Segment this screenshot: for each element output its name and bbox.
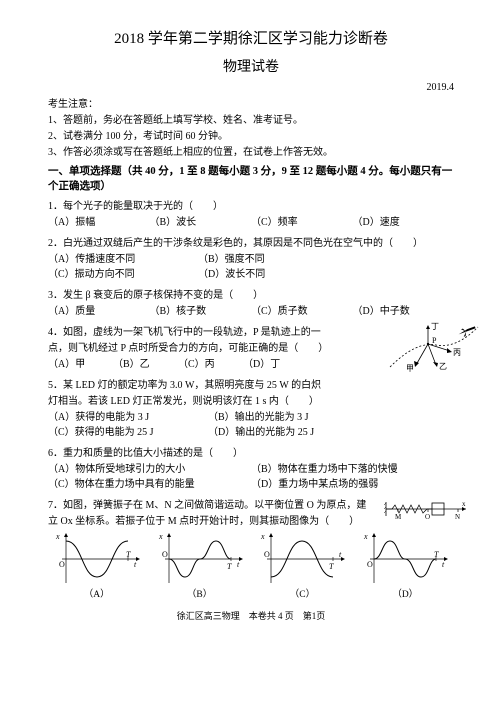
notice-heading: 考生注意： <box>48 97 454 112</box>
q7-wave-c: x O t T （C） <box>254 531 351 602</box>
svg-text:T: T <box>126 550 131 559</box>
q7-opt-d: （D） <box>357 588 454 602</box>
q4-label-ding: 丁 <box>431 322 439 331</box>
notice-line-2: 2、试卷满分 100 分，考试时间 60 分钟。 <box>48 129 454 144</box>
q4-opt-d: （D）丁 <box>243 357 308 372</box>
question-4: 4．如图，虚线为一架飞机飞行中的一段轨迹，P 是轨迹上的一 点，则飞机经过 P … <box>48 325 454 372</box>
svg-text:x: x <box>158 532 163 541</box>
svg-text:O: O <box>59 560 65 569</box>
page-subtitle: 物理试卷 <box>48 57 454 78</box>
svg-text:x: x <box>260 532 265 541</box>
q5-opt-a: （A）获得的电能为 3 J <box>48 410 208 425</box>
page-footer: 徐汇区高三物理 本卷共 4 页 第1页 <box>48 610 454 624</box>
svg-text:x: x <box>363 532 368 541</box>
q2-opt-d: （D）波长不同 <box>198 267 348 282</box>
question-2: 2．白光通过双缝后产生的干涉条纹是彩色的，其原因是不同色光在空气中的（ ） （A… <box>48 236 454 282</box>
q4-label-jia: 甲 <box>406 364 414 373</box>
question-3: 3．发生 β 衰变后的原子核保持不变的是（ ） （A）质量 （B）核子数 （C）… <box>48 288 454 319</box>
q2-opt-c: （C）振动方向不同 <box>48 267 198 282</box>
q4-options: （A）甲 （B）乙 （C）丙 （D）丁 <box>48 357 308 372</box>
q2-stem: 2．白光通过双缝后产生的干涉条纹是彩色的，其原因是不同色光在空气中的（ ） <box>48 236 454 251</box>
q3-opt-c: （C）质子数 <box>251 304 353 319</box>
q4-opt-a: （A）甲 <box>48 357 113 372</box>
q1-options: （A）振幅 （B）波长 （C）频率 （D）速度 <box>48 215 454 230</box>
q7-wave-row: x O t T （A） x O t <box>48 531 454 602</box>
question-5: 5．某 LED 灯的额定功率为 3.0 W，其照明亮度与 25 W 的白炽 灯相… <box>48 378 454 440</box>
svg-text:t: t <box>237 560 240 569</box>
q4-svg: P 丁 丙 乙 甲 <box>386 321 484 375</box>
q6-opt-c: （C）物体在重力场中具有的能量 <box>48 477 251 492</box>
q4-opt-b: （B）乙 <box>113 357 178 372</box>
q1-stem: 1．每个光子的能量取决于光的（ ） <box>48 199 454 214</box>
q4-label-yi: 乙 <box>439 362 447 371</box>
question-6: 6．重力和质量的比值大小描述的是（ ） （A）物体所受地球引力的大小 （B）物体… <box>48 446 454 492</box>
svg-text:T: T <box>227 562 232 571</box>
q5-options: （A）获得的电能为 3 J （B）输出的光能为 3 J （C）获得的电能为 25… <box>48 410 368 440</box>
q2-opt-b: （B）强度不同 <box>198 252 348 267</box>
notice-line-3: 3、作答必须涂或写在答题纸上相应的位置，在试卷上作答无效。 <box>48 145 454 160</box>
q7-label-o: O <box>425 513 430 520</box>
section-1-heading: 一、单项选择题（共 40 分，1 至 8 题每小题 3 分，9 至 12 题每小… <box>48 164 454 196</box>
q7-wave-d: x O t T （D） <box>357 531 454 602</box>
page-title: 2018 学年第二学期徐汇区学习能力诊断卷 <box>48 28 454 51</box>
svg-text:t: t <box>442 560 445 569</box>
q6-opt-b: （B）物体在重力场中下落的快慢 <box>251 462 454 477</box>
q7-opt-a: （A） <box>48 588 145 602</box>
q1-opt-a: （A）振幅 <box>48 215 150 230</box>
q6-opt-a: （A）物体所受地球引力的大小 <box>48 462 251 477</box>
q5-stem-2: 灯相当。若该 LED 灯正常发光，则说明该灯在 1 s 内（ ） <box>48 394 454 409</box>
q5-opt-d: （D）输出的光能为 25 J <box>208 425 368 440</box>
svg-text:O: O <box>367 560 373 569</box>
q7-svg: M O N x <box>384 498 468 520</box>
q3-options: （A）质量 （B）核子数 （C）质子数 （D）中子数 <box>48 304 454 319</box>
svg-text:T: T <box>329 562 334 571</box>
q7-label-x: x <box>462 500 466 508</box>
q2-options: （A）传播速度不同 （B）强度不同 （C）振动方向不同 （D）波长不同 <box>48 252 348 282</box>
q4-label-bing: 丙 <box>453 348 461 357</box>
notice-line-1: 1、答题前，务必在答题纸上填写学校、姓名、准考证号。 <box>48 113 454 128</box>
q7-opt-b: （B） <box>151 588 248 602</box>
svg-text:T: T <box>434 550 439 559</box>
page-date: 2019.4 <box>48 80 454 95</box>
q6-options: （A）物体所受地球引力的大小 （B）物体在重力场中下落的快慢 （C）物体在重力场… <box>48 462 454 492</box>
q7-label-n: N <box>455 513 460 520</box>
q1-opt-b: （B）波长 <box>150 215 252 230</box>
q4-opt-c: （C）丙 <box>178 357 243 372</box>
q7-wave-b: x O t T （B） <box>151 531 248 602</box>
q3-opt-a: （A）质量 <box>48 304 150 319</box>
notice-block: 考生注意： 1、答题前，务必在答题纸上填写学校、姓名、准考证号。 2、试卷满分 … <box>48 97 454 160</box>
question-7: 7．如图，弹簧振子在 M、N 之间做简谐运动。以平衡位置 O 为原点，建 立 O… <box>48 498 454 602</box>
q3-opt-b: （B）核子数 <box>150 304 252 319</box>
svg-text:t: t <box>134 560 137 569</box>
q5-opt-b: （B）输出的光能为 3 J <box>208 410 368 425</box>
q5-stem-1: 5．某 LED 灯的额定功率为 3.0 W，其照明亮度与 25 W 的白炽 <box>48 378 454 393</box>
question-1: 1．每个光子的能量取决于光的（ ） （A）振幅 （B）波长 （C）频率 （D）速… <box>48 199 454 230</box>
svg-text:O: O <box>264 550 270 559</box>
q1-opt-d: （D）速度 <box>353 215 455 230</box>
q4-label-p: P <box>432 336 437 345</box>
q2-opt-a: （A）传播速度不同 <box>48 252 198 267</box>
q7-label-m: M <box>395 513 402 520</box>
q7-wave-a: x O t T （A） <box>48 531 145 602</box>
q1-opt-c: （C）频率 <box>251 215 353 230</box>
q3-opt-d: （D）中子数 <box>353 304 455 319</box>
q7-opt-c: （C） <box>254 588 351 602</box>
q4-figure: P 丁 丙 乙 甲 <box>386 321 484 375</box>
q3-stem: 3．发生 β 衰变后的原子核保持不变的是（ ） <box>48 288 454 303</box>
q7-stem-1: 7．如图，弹簧振子在 M、N 之间做简谐运动。以平衡位置 O 为原点，建 <box>48 498 368 513</box>
q7-figure: M O N x <box>384 498 468 520</box>
q6-stem: 6．重力和质量的比值大小描述的是（ ） <box>48 446 454 461</box>
svg-text:x: x <box>55 532 60 541</box>
exam-page: 2018 学年第二学期徐汇区学习能力诊断卷 物理试卷 2019.4 考生注意： … <box>0 0 502 634</box>
q5-opt-c: （C）获得的电能为 25 J <box>48 425 208 440</box>
q6-opt-d: （D）重力场中某点场的强弱 <box>251 477 454 492</box>
svg-text:O: O <box>162 550 168 559</box>
